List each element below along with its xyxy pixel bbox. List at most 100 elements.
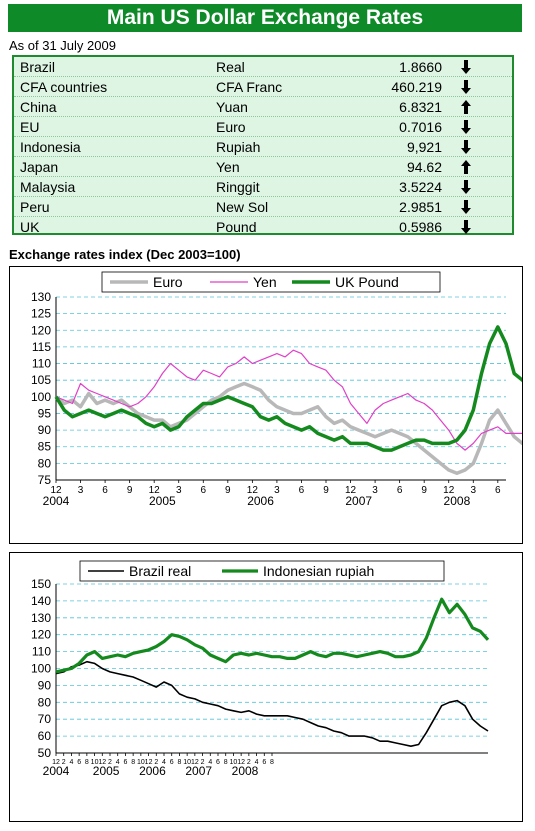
x-tick-label: 4 <box>162 759 166 766</box>
x-tick-label: 2 <box>108 759 112 766</box>
rate-country: Peru <box>20 199 50 215</box>
x-tick-label: 12 <box>50 485 62 496</box>
x-tick-label: 3 <box>78 485 84 496</box>
rate-country: China <box>20 99 57 115</box>
x-tick-label: 4 <box>208 759 212 766</box>
series-line <box>55 349 535 451</box>
x-year-label: 2008 <box>444 494 471 508</box>
rate-currency: Ringgit <box>216 179 260 195</box>
row-separator <box>14 76 512 77</box>
series-line <box>55 597 490 674</box>
x-tick-label: 3 <box>470 485 476 496</box>
x-tick-label: 12 <box>145 759 153 766</box>
chart-brazil-indonesia-frame: 50 60 70 80 90 100 110 120 130 140 150 12 2 4 6 8 10 12 2 4… <box>9 552 523 822</box>
x-year-label: 2005 <box>149 494 176 508</box>
section-title: Exchange rates index (Dec 2003=100) <box>9 247 241 262</box>
rate-currency: CFA Franc <box>216 79 283 95</box>
x-tick-label: 10 <box>183 759 191 766</box>
row-separator <box>14 136 512 137</box>
x-tick-label: 9 <box>323 485 329 496</box>
rate-row: Peru New Sol 2.9851 <box>14 197 512 217</box>
x-tick-label: 6 <box>495 485 501 496</box>
rate-value: 0.5986 <box>399 219 442 235</box>
legend-label: Euro <box>153 274 183 290</box>
rate-currency: New Sol <box>216 199 269 215</box>
y-tick-label: 150 <box>31 577 51 591</box>
y-tick-label: 105 <box>31 373 51 387</box>
x-tick-label: 2 <box>201 759 205 766</box>
y-tick-label: 75 <box>38 473 52 487</box>
y-tick-label: 80 <box>38 456 52 470</box>
x-tick-label: 12 <box>191 759 199 766</box>
y-tick-label: 130 <box>31 290 51 304</box>
series-line <box>54 325 535 452</box>
row-separator <box>14 116 512 117</box>
x-tick-label: 8 <box>131 759 135 766</box>
arrow-down-icon <box>461 60 471 74</box>
legend-label: Yen <box>253 274 277 290</box>
arrow-down-icon <box>461 200 471 214</box>
chart-index-frame: 75 80 85 90 95 100 105 110 115 120 125 130 12 3 6 9 12 3 6… <box>9 266 535 544</box>
x-year-label: 2006 <box>247 494 274 508</box>
rate-row: Malaysia Ringgit 3.5224 <box>14 177 512 197</box>
y-tick-label: 80 <box>38 695 52 709</box>
legend-box <box>79 560 445 582</box>
y-tick-label: 140 <box>31 594 51 608</box>
x-tick-label: 6 <box>170 759 174 766</box>
rate-row: Indonesia Rupiah 9,921 <box>14 137 512 157</box>
x-tick-label: 4 <box>69 759 73 766</box>
x-tick-label: 2 <box>62 759 66 766</box>
y-tick-label: 60 <box>38 729 52 743</box>
y-tick-label: 50 <box>38 746 52 760</box>
x-tick-label: 2 <box>247 759 251 766</box>
rate-currency: Yen <box>216 159 240 175</box>
arrow-down-icon <box>461 220 471 234</box>
x-tick-label: 8 <box>177 759 181 766</box>
y-tick-label: 120 <box>31 628 51 642</box>
legend-box <box>101 271 441 293</box>
arrow-down-icon <box>461 180 471 194</box>
rate-country: Japan <box>20 159 59 175</box>
rate-value: 94.62 <box>406 159 442 175</box>
x-tick-label: 6 <box>77 759 81 766</box>
y-tick-label: 85 <box>38 440 52 454</box>
rate-row: Japan Yen 94.62 <box>14 157 512 177</box>
x-tick-label: 6 <box>216 759 220 766</box>
rate-country: Malaysia <box>20 179 76 195</box>
rate-country: Indonesia <box>20 139 81 155</box>
arrow-down-icon <box>461 80 471 94</box>
as-of-date: As of 31 July 2009 <box>9 38 116 53</box>
x-tick-label: 9 <box>225 485 231 496</box>
rate-currency: Yuan <box>216 99 248 115</box>
rates-table: Brazil Real 1.8660 CFA countries CFA Franc 46… <box>12 55 514 235</box>
x-tick-label: 6 <box>200 485 206 496</box>
y-tick-label: 110 <box>32 645 51 659</box>
rate-currency: Real <box>216 59 245 75</box>
legend-label: Indonesian rupiah <box>263 563 374 579</box>
x-tick-label: 4 <box>255 759 259 766</box>
x-tick-label: 12 <box>443 485 455 496</box>
x-tick-label: 12 <box>149 485 161 496</box>
x-tick-label: 6 <box>299 485 305 496</box>
y-tick-label: 110 <box>32 357 51 371</box>
rate-currency: Rupiah <box>216 139 261 155</box>
x-tick-label: 10 <box>230 759 238 766</box>
series-line <box>54 381 535 476</box>
rate-value: 1.8660 <box>399 59 442 75</box>
x-year-label: 2007 <box>345 494 372 508</box>
y-tick-label: 125 <box>31 307 51 321</box>
rate-country: UK <box>20 219 40 235</box>
y-tick-label: 95 <box>38 406 52 420</box>
x-year-label: 2005 <box>93 764 120 778</box>
x-year-label: 2008 <box>232 764 259 778</box>
rate-country: EU <box>20 119 40 135</box>
x-tick-label: 9 <box>421 485 427 496</box>
x-tick-label: 12 <box>237 759 245 766</box>
rate-value: 460.219 <box>391 79 442 95</box>
row-separator <box>14 156 512 157</box>
y-tick-label: 90 <box>38 423 52 437</box>
rate-value: 9,921 <box>406 139 442 155</box>
row-separator <box>14 216 512 217</box>
y-tick-label: 70 <box>38 712 52 726</box>
y-tick-label: 100 <box>31 390 51 404</box>
